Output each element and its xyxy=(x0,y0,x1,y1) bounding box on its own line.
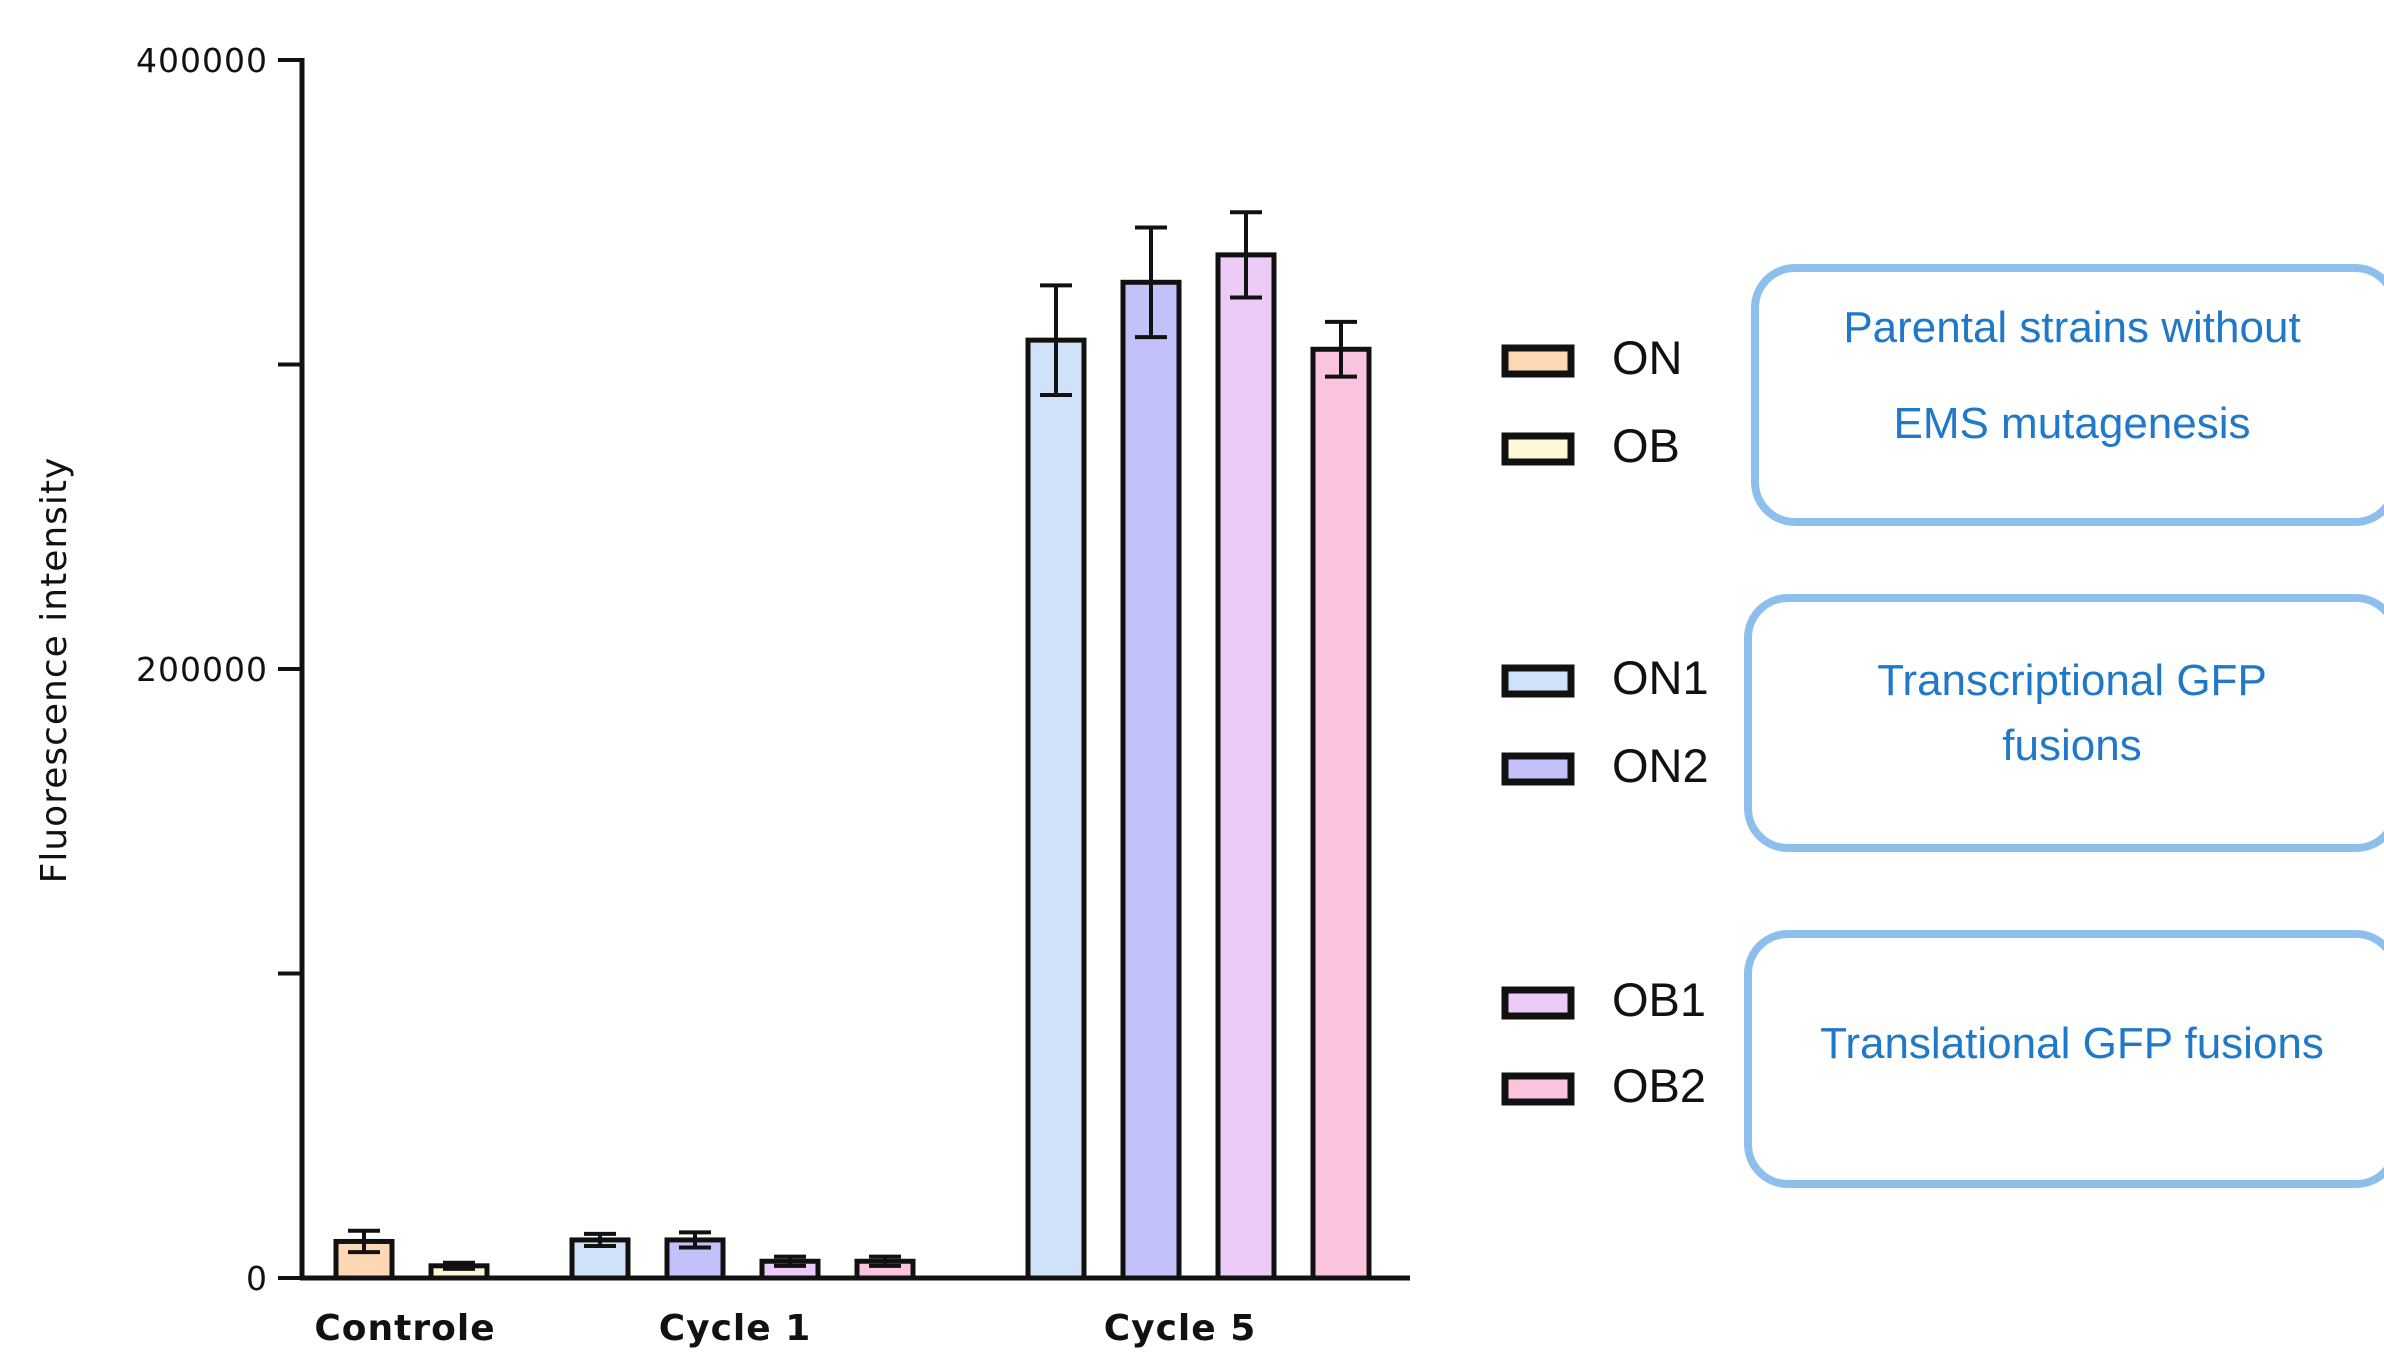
legend-swatch xyxy=(1501,664,1575,698)
annotation-box xyxy=(1744,930,2384,1188)
annotation-text: Transcriptional GFP xyxy=(1877,656,2267,705)
bar xyxy=(1120,279,1182,1281)
legend-swatch xyxy=(1501,432,1575,466)
legend-swatch xyxy=(1501,986,1575,1020)
legend-swatch xyxy=(1501,752,1575,786)
legend-label: OB2 xyxy=(1612,1059,1706,1112)
y-axis-label: Fluorescence intensity xyxy=(34,457,75,884)
legend-label: ON2 xyxy=(1612,739,1709,792)
bar xyxy=(1310,346,1372,1281)
annotation-text: fusions xyxy=(2002,721,2141,770)
y-tick-label: 0 xyxy=(246,1259,268,1298)
annotation-box xyxy=(1751,264,2384,526)
annotation-text: Parental strains without xyxy=(1843,303,2300,352)
legend-label: OB1 xyxy=(1612,973,1706,1026)
annotation-text: Translational GFP fusions xyxy=(1820,1019,2324,1068)
annotation-box xyxy=(1744,594,2384,852)
y-tick-label: 400000 xyxy=(136,41,268,80)
y-tick-label: 200000 xyxy=(136,650,268,689)
x-category-label: Cycle 5 xyxy=(1104,1308,1257,1349)
legend-label: ON xyxy=(1612,331,1683,384)
annotation-text: EMS mutagenesis xyxy=(1893,399,2250,448)
legend-swatch xyxy=(1501,344,1575,378)
legend-label: ON1 xyxy=(1612,651,1709,704)
x-category-label: Controle xyxy=(314,1308,495,1349)
bar xyxy=(1215,252,1277,1281)
x-category-label: Cycle 1 xyxy=(659,1308,812,1349)
legend-swatch xyxy=(1501,1072,1575,1106)
legend-label: OB xyxy=(1612,419,1680,472)
bar xyxy=(1025,337,1087,1281)
